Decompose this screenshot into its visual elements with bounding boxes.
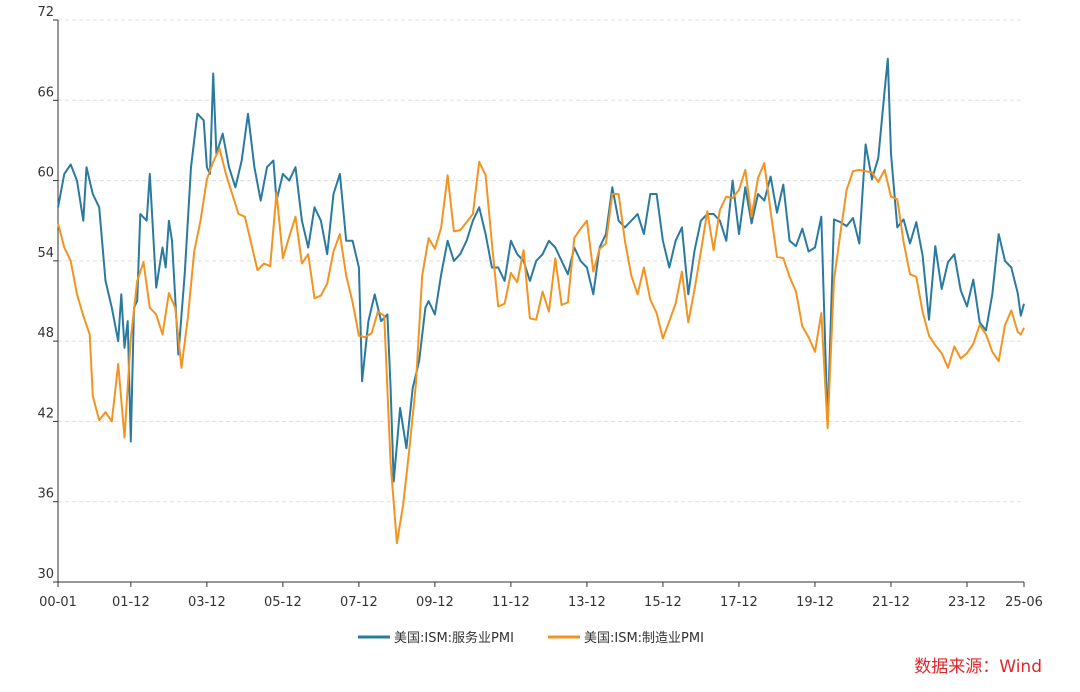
y-tick-label: 36 (37, 487, 54, 502)
y-tick-label: 72 (37, 5, 54, 20)
series-line-0 (57, 57, 1025, 483)
axes: 30 36 42 48 54 60 66 72 00-01 01-12 03-12 05-12 07-1… (37, 5, 1042, 610)
x-tick-label: 01-12 (112, 595, 150, 610)
y-tick-label: 30 (37, 567, 54, 582)
grid-lines (58, 19, 1024, 503)
legend-label-1: 美国:ISM:制造业PMI (584, 631, 704, 646)
x-tick-label: 15-12 (644, 595, 682, 610)
x-tick-label: 03-12 (188, 595, 226, 610)
x-tick-label: 00-01 (39, 595, 77, 610)
x-tick-label: 11-12 (492, 595, 530, 610)
x-tick-label: 23-12 (948, 595, 986, 610)
x-tick-label: 25-06 (1005, 595, 1043, 610)
series-lines (57, 57, 1025, 545)
y-tick-label: 42 (37, 406, 54, 421)
x-tick-label: 17-12 (720, 595, 758, 610)
legend: 美国:ISM:服务业PMI 美国:ISM:制造业PMI (358, 630, 704, 646)
y-tick-label: 48 (37, 326, 54, 341)
x-tick-label: 09-12 (416, 595, 454, 610)
x-tick-label: 07-12 (340, 595, 378, 610)
x-tick-label: 21-12 (872, 595, 910, 610)
data-source-note: 数据来源：Wind (914, 657, 1042, 677)
series-line-1 (57, 147, 1025, 545)
x-tick-label: 19-12 (796, 595, 834, 610)
x-tick-label: 05-12 (264, 595, 302, 610)
y-tick-label: 54 (37, 246, 54, 261)
legend-label-0: 美国:ISM:服务业PMI (394, 630, 514, 646)
y-tick-label: 66 (37, 85, 54, 100)
y-tick-label: 60 (37, 166, 54, 181)
x-tick-label: 13-12 (568, 595, 606, 610)
